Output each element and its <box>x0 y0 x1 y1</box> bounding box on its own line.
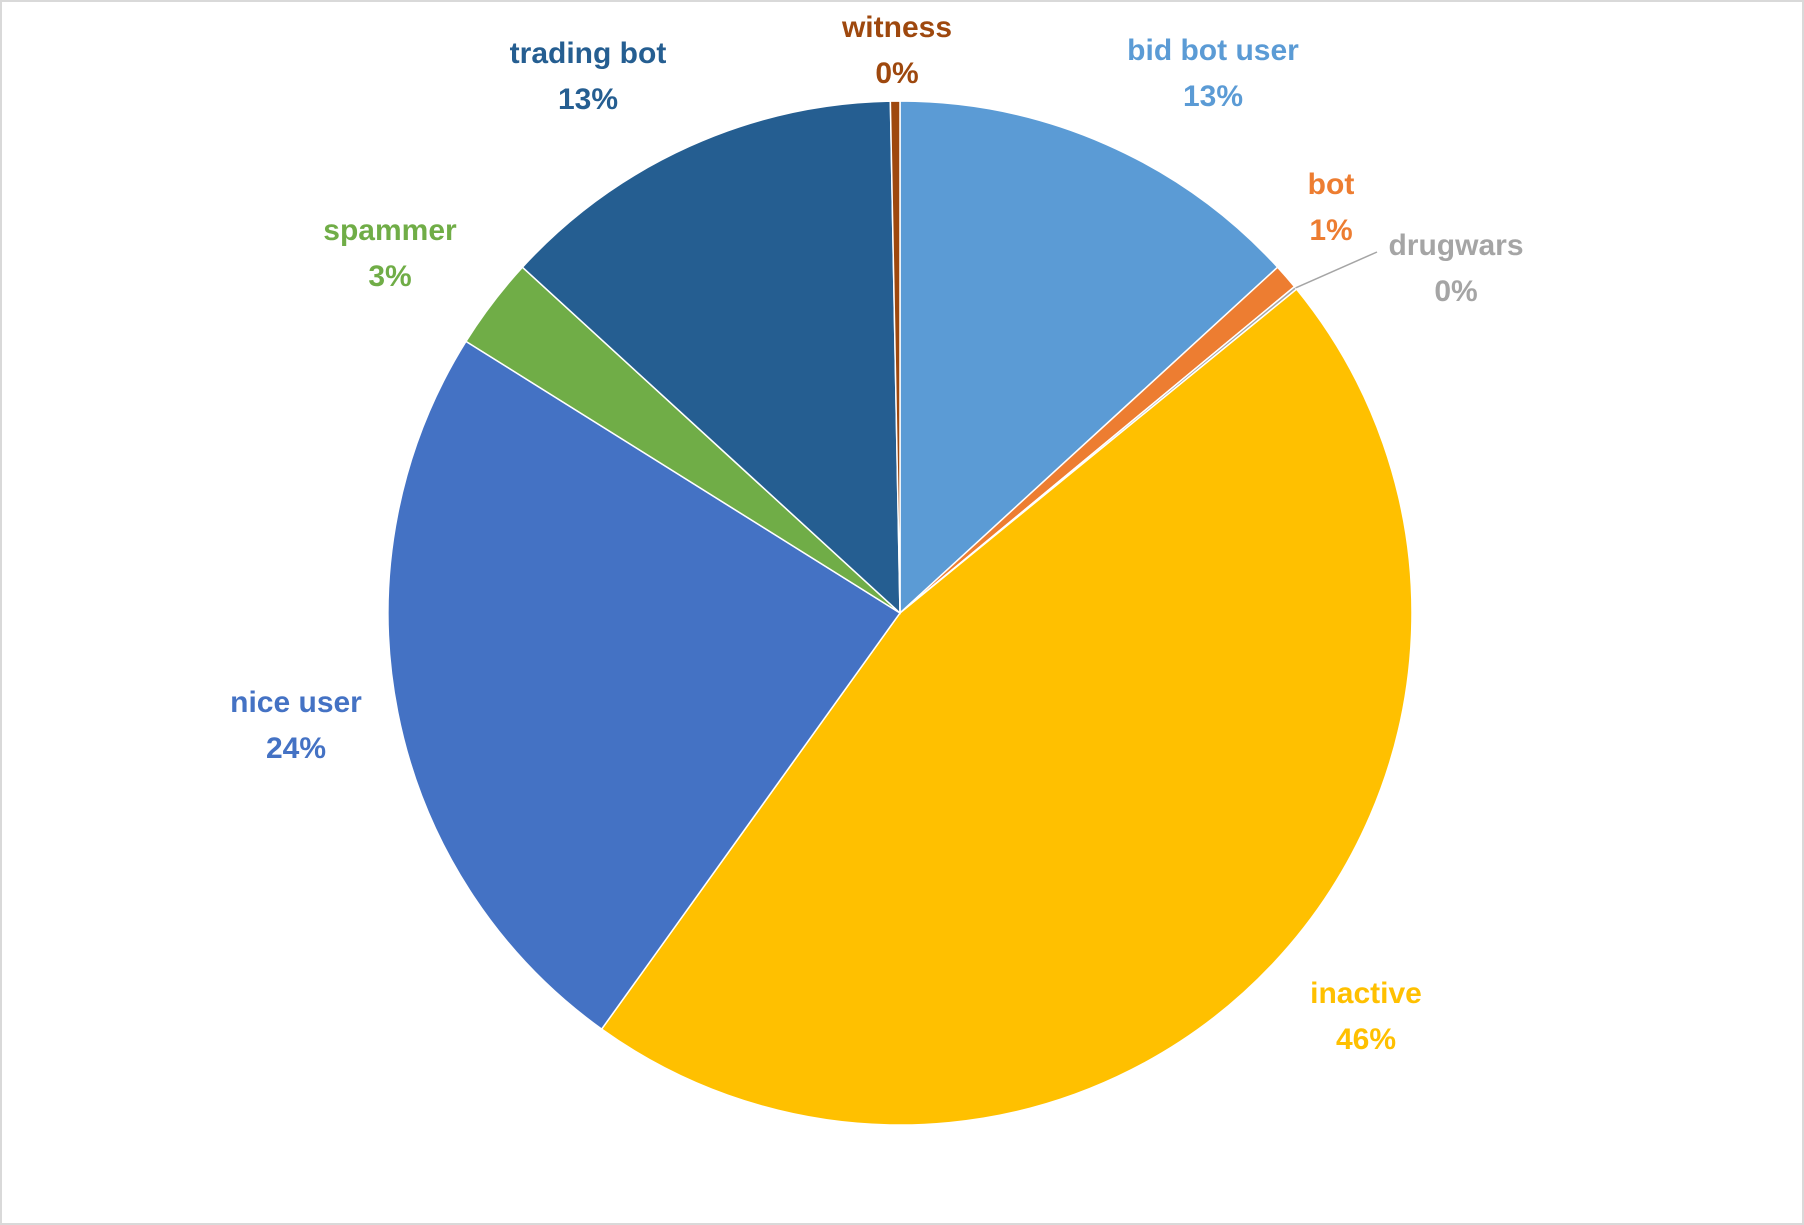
slice-value-label: 3% <box>368 260 411 293</box>
slice-label: witness <box>841 11 952 44</box>
slice-label: spammer <box>323 214 457 247</box>
pie-slice <box>899 100 1279 615</box>
slice-value-label: 13% <box>558 83 618 116</box>
pie-slice <box>600 288 1413 1126</box>
leader-line <box>1295 251 1378 289</box>
slice-label: bid bot user <box>1127 34 1299 67</box>
pie-slice <box>889 100 901 614</box>
slice-label: bot <box>1308 168 1355 201</box>
pie-slice <box>387 340 902 1031</box>
slice-value-label: 13% <box>1183 80 1243 113</box>
slice-value-label: 46% <box>1336 1023 1396 1056</box>
slice-label: drugwars <box>1388 229 1523 262</box>
slice-value-label: 1% <box>1309 214 1352 247</box>
slice-label: nice user <box>230 686 362 719</box>
pie-slice <box>521 100 901 615</box>
slice-value-label: 0% <box>875 57 918 90</box>
slice-value-label: 0% <box>1434 275 1477 308</box>
slice-value-label: 24% <box>266 732 326 765</box>
slice-label: trading bot <box>510 37 667 70</box>
slice-label: inactive <box>1310 977 1422 1010</box>
